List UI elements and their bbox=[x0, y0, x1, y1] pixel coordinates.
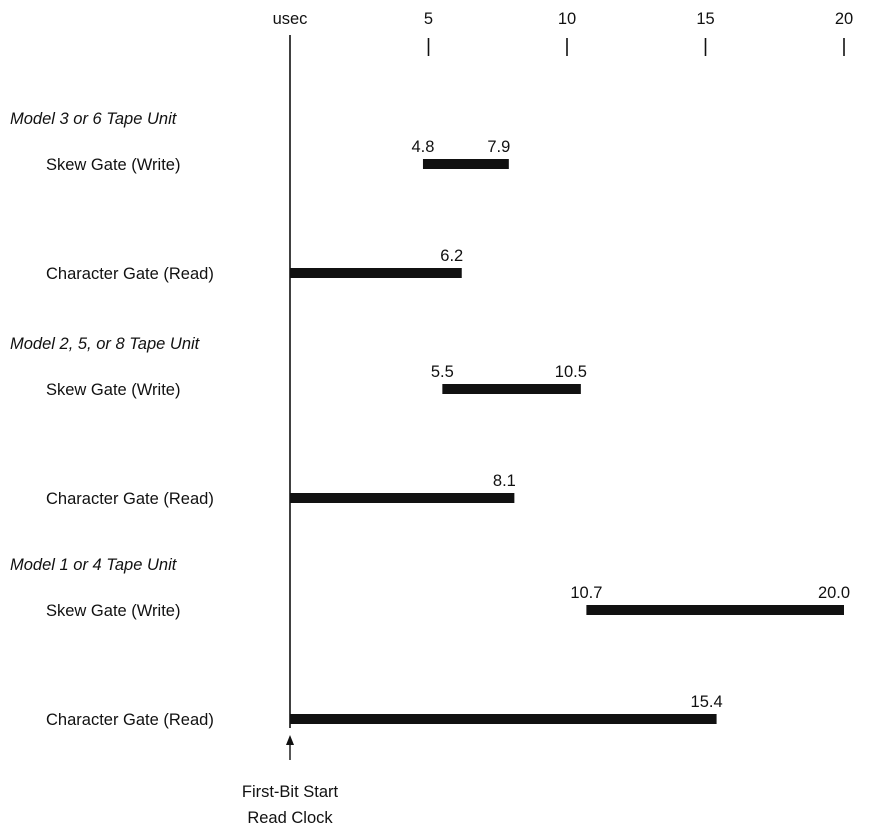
group-label-2: Model 1 or 4 Tape Unit bbox=[10, 556, 178, 574]
tick-label-5: 5 bbox=[424, 10, 433, 28]
bars-layer bbox=[290, 159, 844, 724]
bar-0-0 bbox=[422, 159, 509, 169]
row-label-2-0: Skew Gate (Write) bbox=[46, 602, 180, 620]
origin-note-line-1: Read Clock bbox=[247, 809, 333, 827]
tick-label-20: 20 bbox=[835, 10, 853, 28]
bar-end-label-0-1: 6.2 bbox=[440, 247, 463, 265]
bar-end-label-2-1: 15.4 bbox=[691, 693, 723, 711]
tick-label-15: 15 bbox=[696, 10, 714, 28]
bar-end-label-1-0: 10.5 bbox=[555, 363, 587, 381]
row-label-2-1: Character Gate (Read) bbox=[46, 711, 214, 729]
origin-arrow-head bbox=[286, 735, 294, 745]
bar-1-0 bbox=[442, 384, 581, 394]
labels-layer: Model 3 or 6 Tape Unit Skew Gate (Write) 4… bbox=[10, 110, 850, 827]
bar-end-label-2-0: 20.0 bbox=[818, 584, 850, 602]
bar-start-label-0-0: 4.8 bbox=[411, 138, 434, 156]
bar-2-0 bbox=[586, 605, 844, 615]
bar-start-label-2-0: 10.7 bbox=[570, 584, 602, 602]
origin-note-line-0: First-Bit Start bbox=[242, 783, 339, 801]
bar-end-label-0-0: 7.9 bbox=[487, 138, 510, 156]
row-label-1-0: Skew Gate (Write) bbox=[46, 381, 180, 399]
row-label-1-1: Character Gate (Read) bbox=[46, 490, 214, 508]
bar-1-1 bbox=[290, 493, 515, 503]
bar-0-1 bbox=[290, 268, 462, 278]
group-label-1: Model 2, 5, or 8 Tape Unit bbox=[10, 335, 201, 353]
axis-layer: usec 5 10 15 20 bbox=[273, 10, 853, 760]
bar-start-label-1-0: 5.5 bbox=[431, 363, 454, 381]
row-label-0-0: Skew Gate (Write) bbox=[46, 156, 180, 174]
bar-end-label-1-1: 8.1 bbox=[493, 472, 516, 490]
bar-2-1 bbox=[290, 714, 717, 724]
row-label-0-1: Character Gate (Read) bbox=[46, 265, 214, 283]
group-label-0: Model 3 or 6 Tape Unit bbox=[10, 110, 178, 128]
tick-label-10: 10 bbox=[558, 10, 576, 28]
axis-unit-label: usec bbox=[273, 10, 308, 28]
